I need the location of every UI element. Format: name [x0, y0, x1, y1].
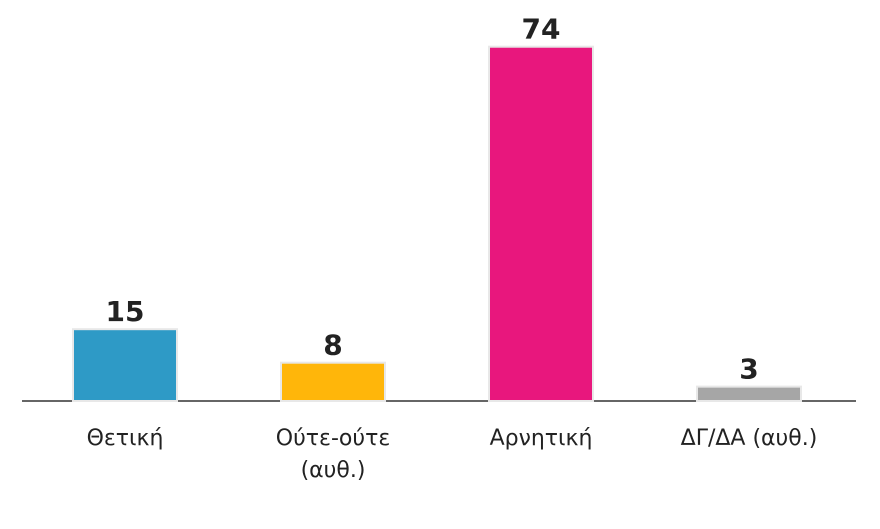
bar	[696, 385, 802, 403]
bar	[488, 45, 594, 402]
bar	[72, 328, 178, 402]
x-tick-label: Θετική	[86, 426, 164, 451]
value-label: 74	[522, 13, 561, 46]
value-label: 3	[739, 353, 758, 386]
bar	[280, 361, 386, 403]
x-tick-label: ΔΓ/ΔΑ (αυθ.)	[680, 426, 818, 451]
x-tick-label: Αρνητική	[489, 426, 593, 451]
value-label: 15	[106, 295, 145, 328]
value-label: 8	[323, 329, 342, 362]
x-tick-label: Ούτε-ούτε (αυθ.)	[275, 426, 391, 483]
